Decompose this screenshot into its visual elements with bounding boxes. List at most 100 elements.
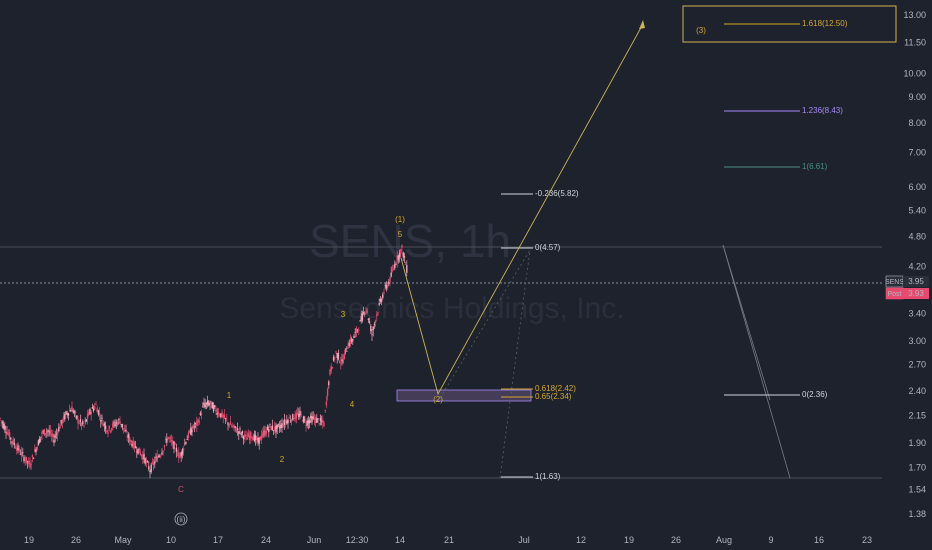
wave-label[interactable]: 4 bbox=[350, 400, 355, 409]
candle-body bbox=[374, 320, 377, 323]
candle-body bbox=[204, 404, 206, 408]
candle-body bbox=[187, 432, 190, 439]
candle-body bbox=[181, 449, 184, 455]
candle-body bbox=[40, 436, 42, 438]
candle-body bbox=[311, 416, 313, 423]
candle-body bbox=[283, 419, 286, 426]
candle-body bbox=[80, 423, 83, 426]
candle-body bbox=[14, 447, 17, 449]
candle-body bbox=[109, 430, 112, 432]
fan-line-3 bbox=[439, 249, 531, 399]
wave-label[interactable]: (ii) bbox=[177, 515, 186, 524]
candle-body bbox=[256, 437, 258, 441]
candle-body bbox=[173, 441, 175, 450]
wave-3-target-box[interactable] bbox=[682, 5, 897, 43]
fib-level-label: 0.65(2.34) bbox=[535, 392, 572, 401]
candle-body bbox=[176, 454, 179, 456]
candle-body bbox=[344, 348, 347, 350]
fan-line-1 bbox=[722, 244, 791, 479]
candle-body bbox=[184, 443, 186, 445]
candle-body bbox=[346, 350, 348, 352]
candle-body bbox=[336, 353, 338, 358]
candle-body bbox=[118, 419, 120, 421]
candle-body bbox=[185, 442, 187, 444]
candle-body bbox=[300, 413, 302, 415]
candle-body bbox=[349, 338, 352, 345]
candle-body bbox=[281, 423, 283, 428]
candle-body bbox=[168, 437, 170, 439]
candle-body bbox=[278, 426, 281, 429]
candle-body bbox=[330, 366, 332, 372]
candle-body bbox=[250, 431, 252, 438]
candle-body bbox=[211, 402, 214, 409]
candle-body bbox=[254, 435, 257, 440]
candle-body bbox=[85, 419, 88, 422]
wave-label[interactable]: (3) bbox=[696, 26, 706, 35]
candle-body bbox=[35, 448, 37, 453]
candle-body bbox=[248, 435, 251, 441]
candle-body bbox=[77, 418, 79, 424]
wave-label[interactable]: 2 bbox=[280, 455, 285, 464]
candle-body bbox=[239, 428, 241, 430]
wave-label[interactable]: 1 bbox=[227, 391, 232, 400]
candle-body bbox=[282, 424, 284, 427]
candle-body bbox=[50, 434, 53, 436]
candle-body bbox=[178, 452, 180, 458]
candle-body bbox=[385, 284, 388, 289]
candle-body bbox=[170, 439, 173, 442]
x-tick-label: 23 bbox=[862, 535, 872, 545]
candle-body bbox=[215, 409, 217, 412]
candle-body bbox=[236, 428, 239, 431]
candle-body bbox=[44, 433, 47, 435]
candle-body bbox=[355, 328, 358, 333]
candle-body bbox=[221, 411, 223, 418]
price-tags: SENS 3.95 Post 3.93 bbox=[885, 275, 929, 300]
candle-body bbox=[174, 443, 176, 445]
candle-body bbox=[199, 412, 202, 416]
candle-body bbox=[149, 471, 151, 473]
fib-level-label: 1(6.61) bbox=[802, 162, 828, 171]
wave-labels: C (ii) 1 2 3 4 5 (1) (2) (3) bbox=[174, 26, 706, 526]
x-tick-label: Jun bbox=[307, 535, 322, 545]
candle-body bbox=[317, 418, 319, 420]
y-tick-label: 6.00 bbox=[908, 182, 926, 192]
candle-body bbox=[223, 414, 226, 419]
candle-body bbox=[253, 434, 256, 442]
wave-label[interactable]: (1) bbox=[395, 215, 405, 224]
candle-body bbox=[166, 438, 168, 443]
candle-body bbox=[42, 431, 44, 433]
candle-body bbox=[230, 425, 233, 427]
projection-path[interactable] bbox=[400, 23, 644, 396]
candles bbox=[0, 244, 408, 479]
candle-body bbox=[136, 451, 138, 453]
y-tick-label: 4.80 bbox=[908, 232, 926, 242]
candle-body bbox=[392, 268, 395, 270]
candle-body bbox=[302, 416, 305, 423]
y-tick-label: 4.20 bbox=[908, 261, 926, 271]
candle-body bbox=[0, 418, 1, 419]
candle-body bbox=[329, 369, 331, 375]
candle-body bbox=[90, 412, 92, 415]
price-axis[interactable]: 13.00 11.50 10.00 9.00 8.00 7.00 6.00 5.40 4.80 4… bbox=[903, 10, 926, 519]
wave-label[interactable]: 3 bbox=[341, 310, 346, 319]
candle-body bbox=[36, 446, 38, 450]
candle-body bbox=[24, 459, 26, 462]
candle-body bbox=[186, 439, 188, 441]
candle-body bbox=[406, 265, 408, 273]
time-axis[interactable]: 19 26 May 10 17 24 Jun 12:30 14 21 Jul 12 19 26 Aug 9 16… bbox=[24, 535, 872, 545]
wave-label[interactable]: C bbox=[178, 485, 184, 494]
wave-label[interactable]: (2) bbox=[433, 395, 443, 404]
buy-zone-box[interactable] bbox=[396, 389, 532, 402]
candle-body bbox=[38, 438, 41, 443]
x-tick-label: 17 bbox=[213, 535, 223, 545]
candle-body bbox=[238, 431, 240, 435]
candle-body bbox=[82, 421, 84, 425]
candle-body bbox=[95, 403, 97, 405]
fib-level-label: 0.618(2.42) bbox=[535, 384, 576, 393]
candle-body bbox=[6, 431, 8, 435]
candle-body bbox=[305, 425, 307, 427]
candle-body bbox=[78, 422, 80, 424]
candle-body bbox=[216, 412, 218, 415]
wave-label[interactable]: 5 bbox=[398, 230, 403, 239]
